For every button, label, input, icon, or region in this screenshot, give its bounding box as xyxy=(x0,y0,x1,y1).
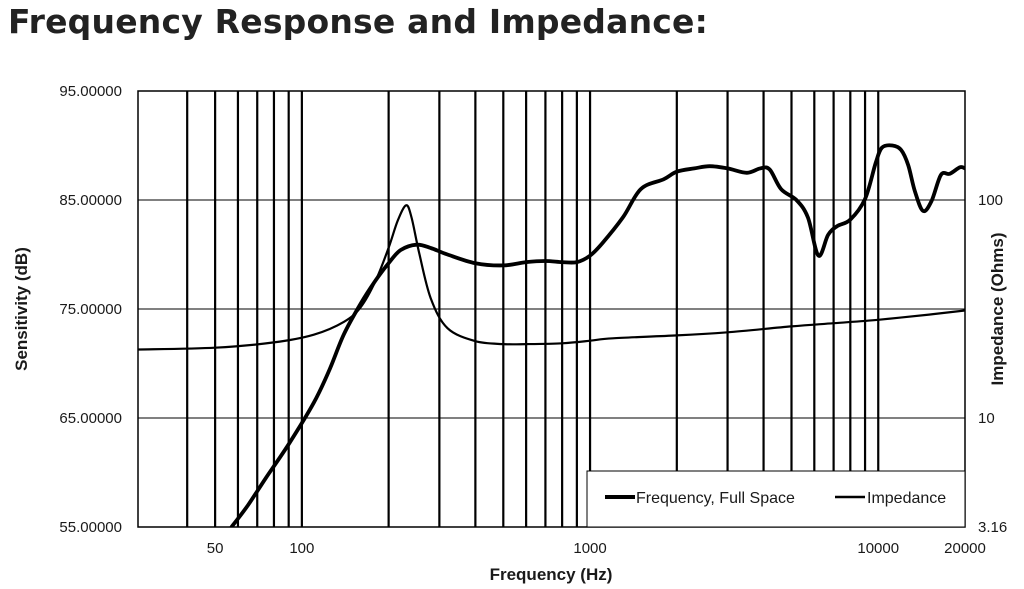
tick-layer: 95.00000 85.00000 75.00000 65.00000 55.00000… xyxy=(59,83,1007,557)
legend-label-impedance: Impedance xyxy=(867,490,946,507)
series-layer xyxy=(138,143,965,527)
y-axis-label: Sensitivity (dB) xyxy=(12,247,31,371)
x-tick-label: 10000 xyxy=(857,540,899,557)
y-tick-label: 65.00000 xyxy=(59,410,122,427)
legend-label-frequency: Frequency, Full Space xyxy=(636,490,795,507)
y2-tick-label: 100 xyxy=(978,192,1003,209)
x-tick-label: 1000 xyxy=(573,540,606,557)
legend: Frequency, Full Space Impedance xyxy=(586,470,966,528)
y-tick-label: 95.00000 xyxy=(59,83,122,100)
x-tick-label: 20000 xyxy=(944,540,986,557)
series-line-impedance xyxy=(138,204,965,351)
y-tick-label: 75.00000 xyxy=(59,301,122,318)
y-tick-label: 85.00000 xyxy=(59,192,122,209)
y-tick-label: 55.00000 xyxy=(59,519,122,536)
y2-axis-label: Impedance (Ohms) xyxy=(988,232,1007,385)
x-axis-label: Frequency (Hz) xyxy=(490,565,613,584)
page-title: Frequency Response and Impedance: xyxy=(8,2,709,41)
legend-box xyxy=(586,470,966,528)
grid-layer xyxy=(138,91,965,527)
series-line-frequency xyxy=(229,143,965,527)
y2-tick-label: 10 xyxy=(978,410,995,427)
x-tick-label: 100 xyxy=(289,540,314,557)
x-tick-label: 50 xyxy=(207,540,224,557)
plot-frame xyxy=(137,90,966,528)
y2-tick-label: 3.16 xyxy=(978,519,1007,536)
